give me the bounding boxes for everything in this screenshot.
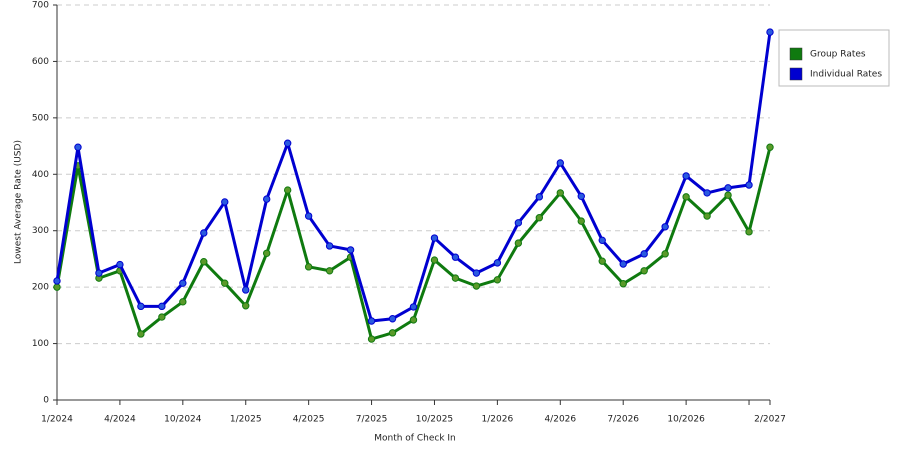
y-tick-label: 300 (32, 226, 49, 236)
data-point (179, 279, 187, 287)
data-point (74, 143, 82, 151)
x-tick-label: 7/2025 (356, 415, 388, 425)
y-tick-label: 400 (32, 170, 49, 180)
x-tick-label: 1/2026 (482, 415, 514, 425)
data-point (367, 335, 376, 343)
data-point (640, 267, 648, 275)
data-point (682, 172, 690, 180)
data-point (304, 263, 313, 271)
data-point (682, 193, 690, 201)
x-tick-label: 2/2027 (754, 415, 786, 425)
x-tick-label: 10/2026 (667, 415, 705, 425)
data-point (745, 228, 753, 236)
data-point (346, 246, 355, 254)
x-axis-label: Month of Check In (374, 434, 456, 444)
data-point (577, 192, 585, 200)
data-point (766, 143, 774, 151)
x-tick-label: 1/2024 (41, 415, 73, 425)
data-point (137, 330, 145, 338)
data-point (619, 260, 627, 268)
data-point (745, 181, 753, 189)
data-point (325, 267, 334, 275)
y-tick-label: 100 (32, 339, 49, 349)
series-line (55, 31, 772, 323)
data-point (283, 139, 292, 147)
x-tick-label: 4/2026 (544, 415, 576, 425)
data-point (472, 282, 481, 290)
data-point (577, 217, 585, 225)
y-tick-label: 700 (32, 1, 49, 11)
data-point (367, 317, 376, 325)
data-point (95, 269, 103, 277)
data-point (451, 274, 460, 282)
data-point (451, 253, 460, 261)
y-tick-label: 500 (32, 113, 49, 123)
data-point (409, 303, 418, 311)
data-point (493, 259, 502, 267)
data-point (221, 279, 229, 287)
data-point (556, 159, 564, 167)
y-axis-label: Lowest Average Rate (USD) (14, 140, 24, 264)
data-point (724, 191, 732, 199)
data-point (514, 239, 523, 247)
y-tick-label: 600 (32, 57, 49, 67)
data-point (556, 189, 564, 197)
data-point (430, 256, 439, 264)
x-tick-label: 10/2025 (416, 415, 453, 425)
data-point (409, 316, 418, 324)
x-tick-label: 4/2025 (293, 415, 325, 425)
legend-swatch (789, 67, 803, 81)
data-point (242, 286, 250, 294)
data-point (242, 302, 250, 310)
data-point (283, 186, 292, 194)
data-point (724, 184, 732, 192)
data-point (325, 242, 334, 250)
data-point (53, 283, 61, 291)
x-tick-label: 10/2024 (164, 415, 202, 425)
legend-label: Group Rates (810, 50, 866, 60)
data-point (158, 302, 166, 311)
data-point (263, 249, 271, 257)
data-point (200, 258, 208, 266)
x-tick-label: 1/2025 (230, 415, 262, 425)
data-point (137, 302, 145, 311)
x-tick-label: 7/2026 (607, 415, 639, 425)
data-point (388, 315, 397, 323)
data-point (221, 198, 229, 206)
data-point (179, 298, 187, 306)
data-point (598, 257, 606, 265)
legend-label: Individual Rates (810, 70, 882, 80)
data-point (766, 28, 774, 36)
y-tick-label: 200 (32, 283, 49, 293)
data-point (116, 260, 124, 269)
data-point (263, 195, 271, 203)
data-point (598, 236, 606, 245)
data-point (640, 250, 648, 258)
data-point (53, 277, 61, 285)
data-point (158, 313, 166, 321)
data-point (703, 212, 711, 220)
data-point (200, 229, 208, 237)
data-point (388, 329, 397, 337)
data-point (430, 234, 439, 242)
data-point (514, 219, 523, 227)
data-point (619, 280, 627, 288)
y-tick-label: 0 (43, 396, 49, 406)
data-point (535, 193, 544, 201)
legend-swatch (789, 47, 803, 61)
data-point (535, 214, 544, 222)
data-point (304, 212, 313, 220)
data-point (493, 276, 502, 284)
data-point (661, 250, 669, 258)
data-point (661, 223, 669, 231)
data-point (472, 269, 481, 277)
data-point (703, 189, 711, 197)
x-tick-label: 4/2024 (104, 415, 136, 425)
